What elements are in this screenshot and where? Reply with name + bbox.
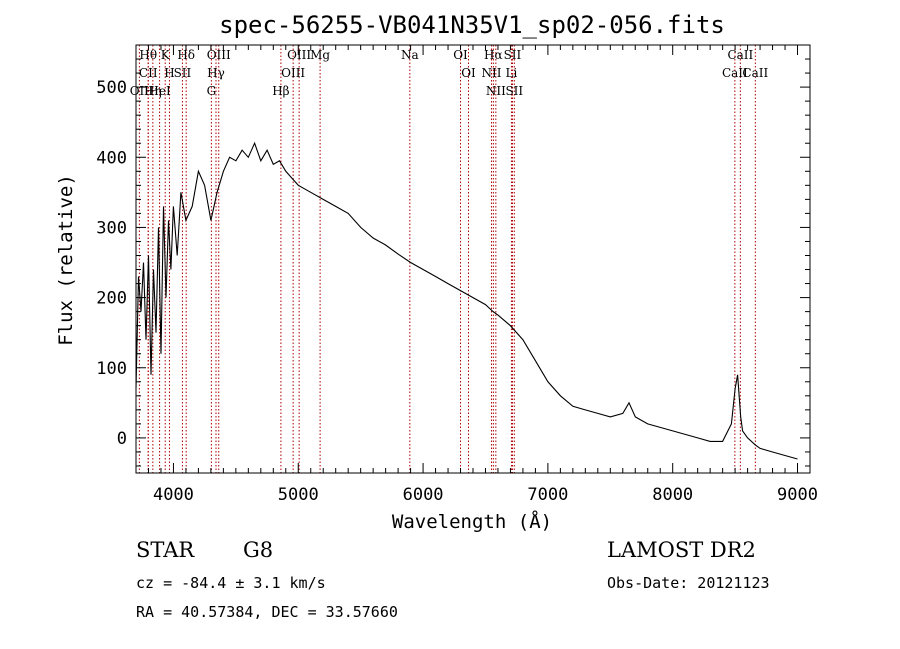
redshift-velocity: cz = -84.4 ± 3.1 km/s (136, 574, 326, 592)
line-label: OI (453, 48, 468, 62)
line-label: NII (481, 66, 501, 80)
survey-name: LAMOST DR2 (607, 538, 756, 562)
y-tick-label: 100 (96, 359, 127, 379)
line-label: NII (486, 84, 506, 98)
spectrum-line (135, 141, 798, 460)
line-label: CaII (742, 66, 768, 80)
x-tick-label: 6000 (403, 485, 444, 505)
line-label: Hα (484, 48, 503, 62)
y-tick-label: 0 (117, 429, 127, 449)
observation-date: Obs-Date: 20121123 (607, 574, 770, 592)
line-label: HeI (148, 84, 171, 98)
x-axis-label: Wavelength (Å) (392, 510, 552, 533)
y-axis-label: Flux (relative) (55, 174, 77, 346)
emission-line-markers (138, 45, 756, 473)
line-label: OIII (207, 48, 231, 62)
line-label: H (164, 66, 174, 80)
y-tick-label: 200 (96, 289, 127, 309)
line-label: SII (174, 66, 192, 80)
x-tick-label: 4000 (153, 485, 194, 505)
axis-ticks: 4000 5000 6000 7000 8000 9000 0 100 200 300 400 500 (96, 44, 818, 505)
plot-frame (135, 44, 811, 474)
line-label: G (207, 84, 217, 98)
line-label: CaII (727, 48, 753, 62)
line-label: OI (461, 66, 476, 80)
line-label: CaII (722, 66, 748, 80)
line-label: Na (401, 48, 419, 62)
spectral-subclass: G8 (243, 538, 274, 562)
line-label: Mg (310, 48, 330, 62)
line-label: SII (504, 48, 522, 62)
line-label: OIII (281, 66, 305, 80)
line-label: Hβ (272, 84, 289, 98)
x-tick-label: 8000 (652, 485, 693, 505)
line-label: Hγ (207, 66, 225, 80)
line-label: CII (139, 66, 158, 80)
x-tick-label: 7000 (527, 485, 568, 505)
y-tick-label: 400 (96, 148, 127, 168)
line-label: Hδ (177, 48, 195, 62)
line-label: Hθ (139, 48, 157, 62)
y-tick-label: 300 (96, 218, 127, 238)
object-type: STAR (136, 538, 195, 562)
y-tick-label: 500 (96, 78, 127, 98)
x-tick-label: 5000 (278, 485, 319, 505)
line-label: K (161, 48, 171, 62)
line-label: OII (130, 84, 150, 98)
line-label: OIII (287, 48, 311, 62)
line-label: SII (505, 84, 523, 98)
line-label: Hη (144, 84, 162, 98)
x-tick-label: 9000 (777, 485, 818, 505)
coordinates: RA = 40.57384, DEC = 33.57660 (136, 603, 398, 621)
chart-title: spec-56255-VB041N35V1_sp02-056.fits (219, 11, 725, 39)
line-label: Li (506, 66, 518, 80)
